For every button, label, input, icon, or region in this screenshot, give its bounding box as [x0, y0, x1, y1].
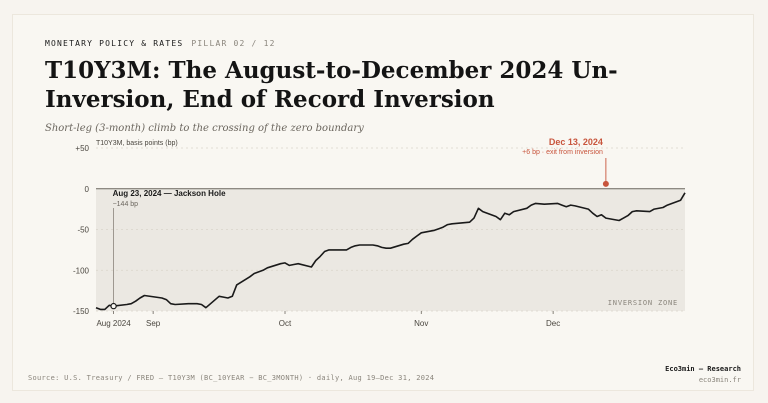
- y-tick-label: +50: [75, 144, 89, 153]
- inversion-zone: [96, 188, 685, 311]
- x-tick-label: Nov: [414, 319, 428, 328]
- brand-block: Eco3min — Research eco3min.fr: [665, 364, 741, 386]
- series-line: [95, 192, 686, 311]
- brand-name: Eco3min — Research: [665, 365, 741, 373]
- brand-url: eco3min.fr: [698, 376, 741, 384]
- y-axis-label: T10Y3M, basis points (bp): [96, 140, 178, 147]
- y-tick-label: -150: [73, 307, 90, 316]
- annotation-marker: [602, 180, 609, 187]
- annotation-note: −144 bp: [113, 201, 139, 208]
- annotation-marker: [110, 302, 117, 310]
- kicker-pillar: PILLAR 02 / 12: [191, 39, 276, 48]
- annotation-note: +6 bp · exit from inversion: [522, 149, 603, 156]
- x-tick-label: Sep: [146, 319, 161, 328]
- kicker: MONETARY POLICY & RATES PILLAR 02 / 12: [45, 39, 276, 48]
- page-title: T10Y3M: The August-to-December 2024 Un-I…: [45, 57, 618, 113]
- source-note: Source: U.S. Treasury / FRED — T10Y3M (B…: [28, 374, 435, 382]
- inversion-zone-label: INVERSION ZONE: [608, 299, 678, 307]
- annotation-title: Aug 23, 2024 — Jackson Hole: [113, 189, 226, 198]
- y-tick-label: 0: [85, 185, 90, 194]
- x-tick-label: Oct: [279, 319, 292, 328]
- kicker-topic: MONETARY POLICY & RATES: [45, 39, 184, 48]
- page-subtitle: Short-leg (3-month) climb to the crossin…: [45, 123, 364, 134]
- y-tick-label: -50: [77, 226, 89, 235]
- x-tick-label: Aug 2024: [96, 319, 131, 328]
- annotation-title: Dec 13, 2024: [549, 137, 603, 147]
- y-tick-label: -100: [73, 266, 90, 275]
- x-tick-label: Dec: [546, 319, 560, 328]
